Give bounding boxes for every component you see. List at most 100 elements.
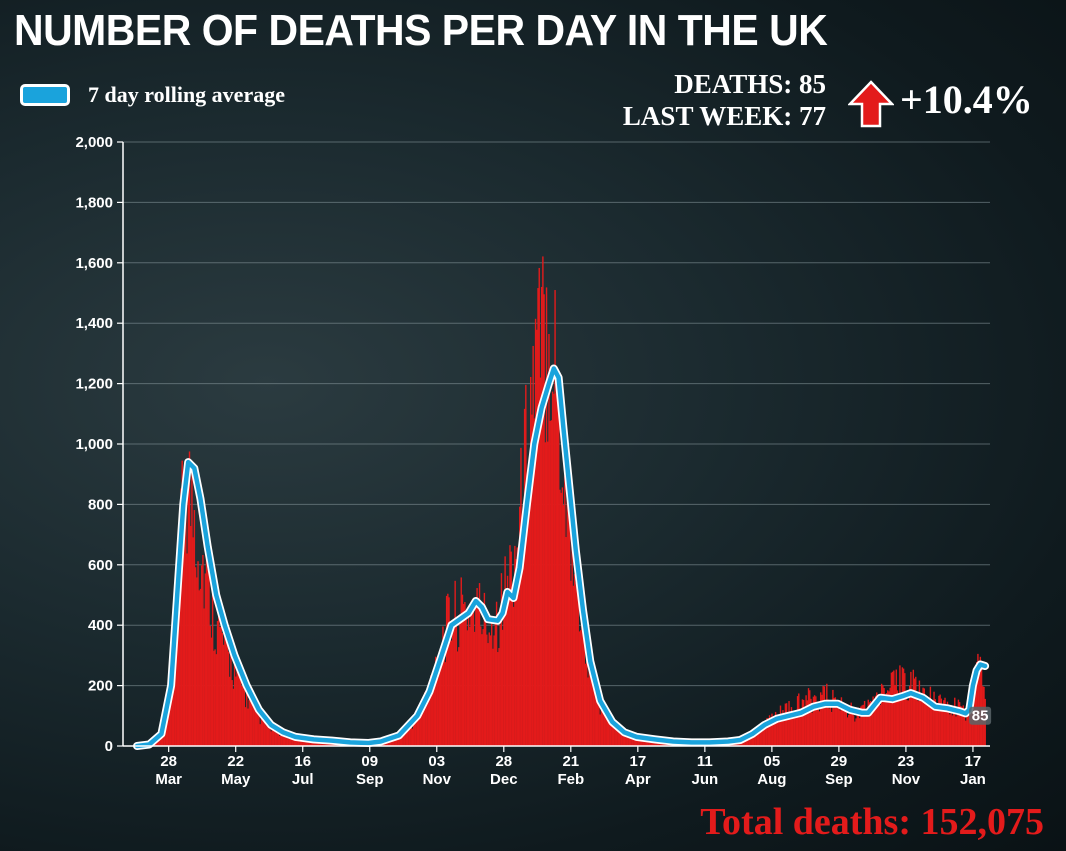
daily-deaths-bar <box>943 700 945 746</box>
daily-deaths-bar <box>895 669 897 746</box>
x-tick-day: 03 <box>428 753 445 770</box>
daily-deaths-bar <box>621 733 623 746</box>
daily-deaths-bar <box>527 508 529 746</box>
daily-deaths-bar <box>484 619 487 746</box>
daily-deaths-bar <box>266 723 269 746</box>
daily-deaths-bar <box>455 623 458 746</box>
x-tick-month: Dec <box>490 771 518 788</box>
daily-deaths-bar <box>935 704 938 746</box>
daily-deaths-bar <box>866 711 868 746</box>
daily-deaths-bar <box>282 735 285 746</box>
daily-deaths-bar <box>642 739 644 746</box>
daily-deaths-bar <box>855 718 857 746</box>
daily-deaths-bar <box>520 447 522 746</box>
daily-deaths-bar <box>950 704 952 746</box>
daily-deaths-bar <box>467 607 470 746</box>
daily-deaths-bar <box>584 663 587 746</box>
daily-deaths-bar <box>439 650 442 746</box>
daily-deaths-bar <box>568 515 571 746</box>
daily-deaths-bar <box>176 634 179 746</box>
daily-deaths-bar <box>951 715 954 746</box>
daily-deaths-bar <box>505 590 508 746</box>
daily-deaths-bar <box>933 691 935 746</box>
daily-deaths-bar <box>887 690 889 746</box>
daily-deaths-bar <box>179 565 181 746</box>
daily-deaths-bar <box>977 653 979 746</box>
daily-deaths-bar <box>427 693 430 746</box>
daily-deaths-bar <box>560 492 562 746</box>
daily-deaths-bar <box>314 741 316 746</box>
daily-deaths-bar <box>458 647 460 746</box>
daily-deaths-bar <box>958 702 961 746</box>
x-tick-month: Nov <box>423 771 452 788</box>
daily-deaths-bar <box>454 580 456 746</box>
daily-deaths-bar <box>192 537 194 746</box>
daily-deaths-bar <box>231 680 233 746</box>
daily-deaths-bar <box>559 489 561 746</box>
daily-deaths-bar <box>190 525 192 746</box>
daily-deaths-bar <box>220 626 222 746</box>
daily-deaths-bar <box>230 652 232 746</box>
daily-deaths-bar <box>562 505 565 746</box>
daily-deaths-bar <box>244 707 247 746</box>
daily-deaths-bar <box>650 740 653 746</box>
daily-deaths-bar <box>894 685 896 746</box>
daily-deaths-bar <box>623 730 626 746</box>
daily-deaths-bar <box>918 680 921 746</box>
daily-deaths-bar <box>470 607 472 746</box>
daily-deaths-bar <box>287 738 289 746</box>
daily-deaths-bar <box>576 545 578 746</box>
daily-deaths-bar <box>575 582 577 746</box>
daily-deaths-bar <box>543 294 545 746</box>
daily-deaths-bar <box>239 679 242 746</box>
daily-deaths-bar <box>928 703 930 746</box>
daily-deaths-bar <box>216 620 219 746</box>
daily-deaths-bar <box>913 678 916 746</box>
daily-deaths-bar <box>874 695 877 746</box>
deaths-last-week: LAST WEEK: 77 <box>622 101 826 131</box>
daily-deaths-bar <box>882 685 884 746</box>
daily-deaths-bar <box>556 395 559 746</box>
daily-deaths-bar <box>175 655 177 746</box>
daily-deaths-bar <box>640 737 643 746</box>
daily-deaths-bar <box>606 718 609 746</box>
daily-deaths-bar <box>622 734 625 746</box>
daily-deaths-bar <box>906 700 908 746</box>
daily-deaths-bar <box>213 650 215 746</box>
daily-deaths-bar <box>274 725 276 746</box>
daily-deaths-bar <box>416 712 419 746</box>
daily-deaths-bar <box>263 720 265 746</box>
x-tick-day: 28 <box>160 753 177 770</box>
daily-deaths-bar <box>890 672 893 746</box>
daily-deaths-bar <box>750 733 752 746</box>
daily-deaths-bar <box>199 588 202 746</box>
daily-deaths-bar <box>512 606 515 746</box>
daily-deaths-bar <box>471 607 473 746</box>
daily-deaths-bar <box>405 729 408 746</box>
daily-deaths-bar <box>225 624 227 746</box>
y-tick-label: 1,400 <box>75 315 113 332</box>
daily-deaths-bar <box>601 697 604 746</box>
daily-deaths-bar <box>638 739 640 746</box>
daily-deaths-bar <box>428 681 431 746</box>
daily-deaths-bar <box>846 717 849 746</box>
daily-deaths-bar <box>456 651 459 746</box>
daily-deaths-bar <box>537 288 539 746</box>
daily-deaths-bar <box>466 630 469 746</box>
daily-deaths-bar <box>745 737 748 746</box>
daily-deaths-bar <box>406 725 409 746</box>
x-tick-day: 11 <box>697 753 713 770</box>
daily-deaths-bar <box>782 710 784 746</box>
daily-deaths-bar <box>260 711 263 746</box>
daily-deaths-bar <box>542 256 544 746</box>
daily-deaths-bar <box>495 601 498 746</box>
daily-deaths-bar <box>636 737 638 746</box>
daily-deaths-bar <box>158 737 160 746</box>
x-tick-day: 09 <box>361 753 378 770</box>
daily-deaths-bar <box>967 696 969 746</box>
daily-deaths-bar <box>415 720 417 746</box>
daily-deaths-bar <box>651 740 654 746</box>
daily-deaths-bar <box>548 333 550 746</box>
daily-deaths-bar <box>751 736 754 746</box>
